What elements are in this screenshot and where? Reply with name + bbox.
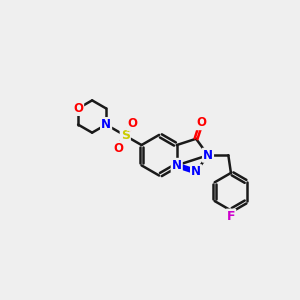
Text: N: N <box>172 159 182 172</box>
Text: O: O <box>196 116 206 129</box>
Text: F: F <box>227 210 235 223</box>
Text: S: S <box>121 129 130 142</box>
Text: O: O <box>113 142 123 154</box>
Text: N: N <box>101 118 111 131</box>
Text: N: N <box>203 149 213 162</box>
Text: N: N <box>191 165 201 178</box>
Text: O: O <box>128 117 137 130</box>
Text: O: O <box>73 102 83 115</box>
